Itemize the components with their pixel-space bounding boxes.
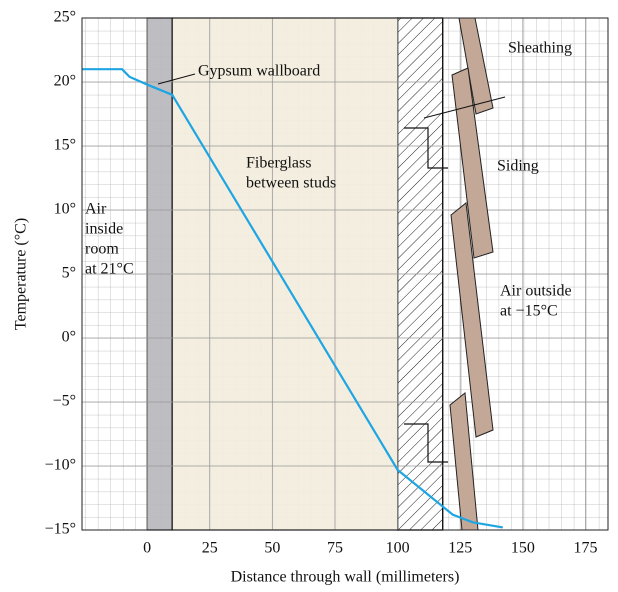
y-axis-title: Temperature (°C)	[13, 218, 30, 330]
plot-frame	[81, 17, 609, 531]
x-tick-label: 125	[448, 540, 472, 557]
x-tick-label: 25	[202, 540, 218, 557]
y-tick-label: 10°	[54, 201, 76, 218]
y-tick-label: 15°	[54, 137, 76, 154]
x-axis-title: Distance through wall (millimeters)	[231, 569, 460, 586]
x-tick-label: 50	[264, 540, 280, 557]
x-tick-label: 175	[573, 540, 597, 557]
leader-line	[157, 73, 196, 85]
y-tick-label: −5°	[53, 393, 76, 410]
y-tick-label: 5°	[62, 265, 76, 282]
annotation: Gypsum wallboard	[198, 63, 320, 80]
x-tick-label: 100	[386, 540, 410, 557]
siding-board	[451, 67, 494, 259]
annotation: at −15°C	[500, 303, 558, 320]
annotation: room	[85, 241, 119, 258]
y-tick-label: 20°	[54, 73, 76, 90]
stud-outline	[404, 127, 448, 169]
y-tick-label: 25°	[54, 9, 76, 26]
annotation: inside	[85, 221, 123, 238]
y-tick-label: −10°	[45, 457, 76, 474]
annotation: Sheathing	[508, 40, 572, 57]
annotation: between studs	[246, 175, 336, 192]
siding-board	[450, 202, 494, 438]
annotation: at 21°C	[85, 261, 134, 278]
annotation: Air outside	[500, 283, 572, 300]
y-tick-label: −15°	[45, 521, 76, 538]
annotation: Siding	[497, 158, 539, 175]
x-tick-label: 75	[327, 540, 343, 557]
annotation: Fiberglass	[246, 155, 311, 172]
stud-outline	[404, 423, 448, 463]
leader-line	[423, 96, 506, 119]
y-tick-label: 0°	[62, 329, 76, 346]
x-tick-label: 150	[511, 540, 535, 557]
annotation: Air	[85, 201, 107, 218]
temperature-line	[82, 68, 503, 529]
x-tick-label: 0	[143, 540, 151, 557]
